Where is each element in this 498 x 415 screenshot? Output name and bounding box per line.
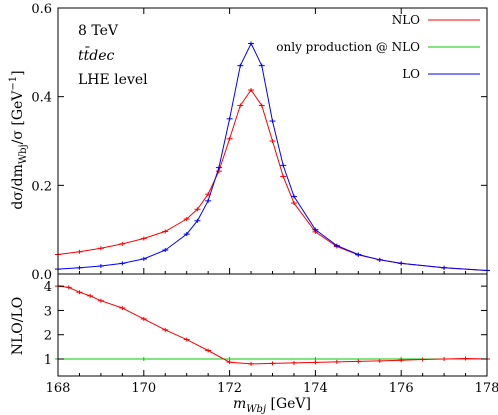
- ratio-y-tick-label: 2: [44, 329, 52, 344]
- x-tick-label: 178: [475, 381, 498, 396]
- x-axis-title-sub: Wbj: [246, 404, 266, 415]
- main-y-tick-label: 0.6: [31, 2, 52, 17]
- annotation-level: LHE level: [78, 72, 148, 88]
- ratio-y-tick-label: 3: [44, 304, 52, 319]
- main-y-axis-title-close: ]: [10, 70, 26, 75]
- ratio-series-group: [55, 284, 490, 366]
- main-series-group: [55, 41, 490, 273]
- ratio-series-nlo-lo: [57, 285, 488, 365]
- main-panel: 0.0 0.2 0.4 0.6: [31, 2, 490, 283]
- main-y-tick-label: 0.2: [31, 179, 52, 194]
- ratio-panel: 1 2 3 4 168 170 172 174 176 178: [44, 273, 498, 396]
- annotation-process: tt̄dec: [78, 46, 114, 64]
- ratio-y-tick-label: 4: [44, 280, 52, 295]
- legend-label-lo: LO: [402, 67, 420, 81]
- main-y-tick-label: 0.0: [31, 268, 52, 283]
- x-axis-title: mWbj [GeV]: [233, 396, 311, 415]
- x-axis-title-main: m: [233, 396, 246, 412]
- main-series-lo: [57, 42, 488, 271]
- main-y-axis-title-sub: Wbj: [18, 144, 29, 164]
- legend: NLO only production @ NLO LO: [276, 13, 480, 81]
- annotation-energy: 8 TeV: [78, 23, 119, 39]
- main-y-tick-label: 0.4: [31, 91, 52, 106]
- x-tick-label: 172: [217, 381, 242, 396]
- ratio-y-axis-title: NLO/LO: [10, 297, 26, 356]
- ratio-y-tick-label: 1: [44, 353, 52, 368]
- ratio-axes: 1 2 3 4 168 170 172 174 176 178: [44, 273, 498, 396]
- x-tick-label: 168: [46, 381, 71, 396]
- legend-label-prod: only production @ NLO: [276, 40, 420, 54]
- legend-label-nlo: NLO: [392, 13, 420, 27]
- main-y-axis-title-tail: /σ [GeV: [10, 90, 26, 145]
- main-y-axis-title-main: dσ/dm: [10, 164, 26, 209]
- main-y-axis-title-sup: −1: [8, 76, 19, 91]
- x-tick-label: 174: [303, 381, 328, 396]
- x-axis-title-tail: [GeV]: [266, 396, 311, 412]
- main-y-axis-title: dσ/dmWbj/σ [GeV−1]: [8, 70, 29, 209]
- x-tick-label: 170: [131, 381, 156, 396]
- x-tick-label: 176: [389, 381, 414, 396]
